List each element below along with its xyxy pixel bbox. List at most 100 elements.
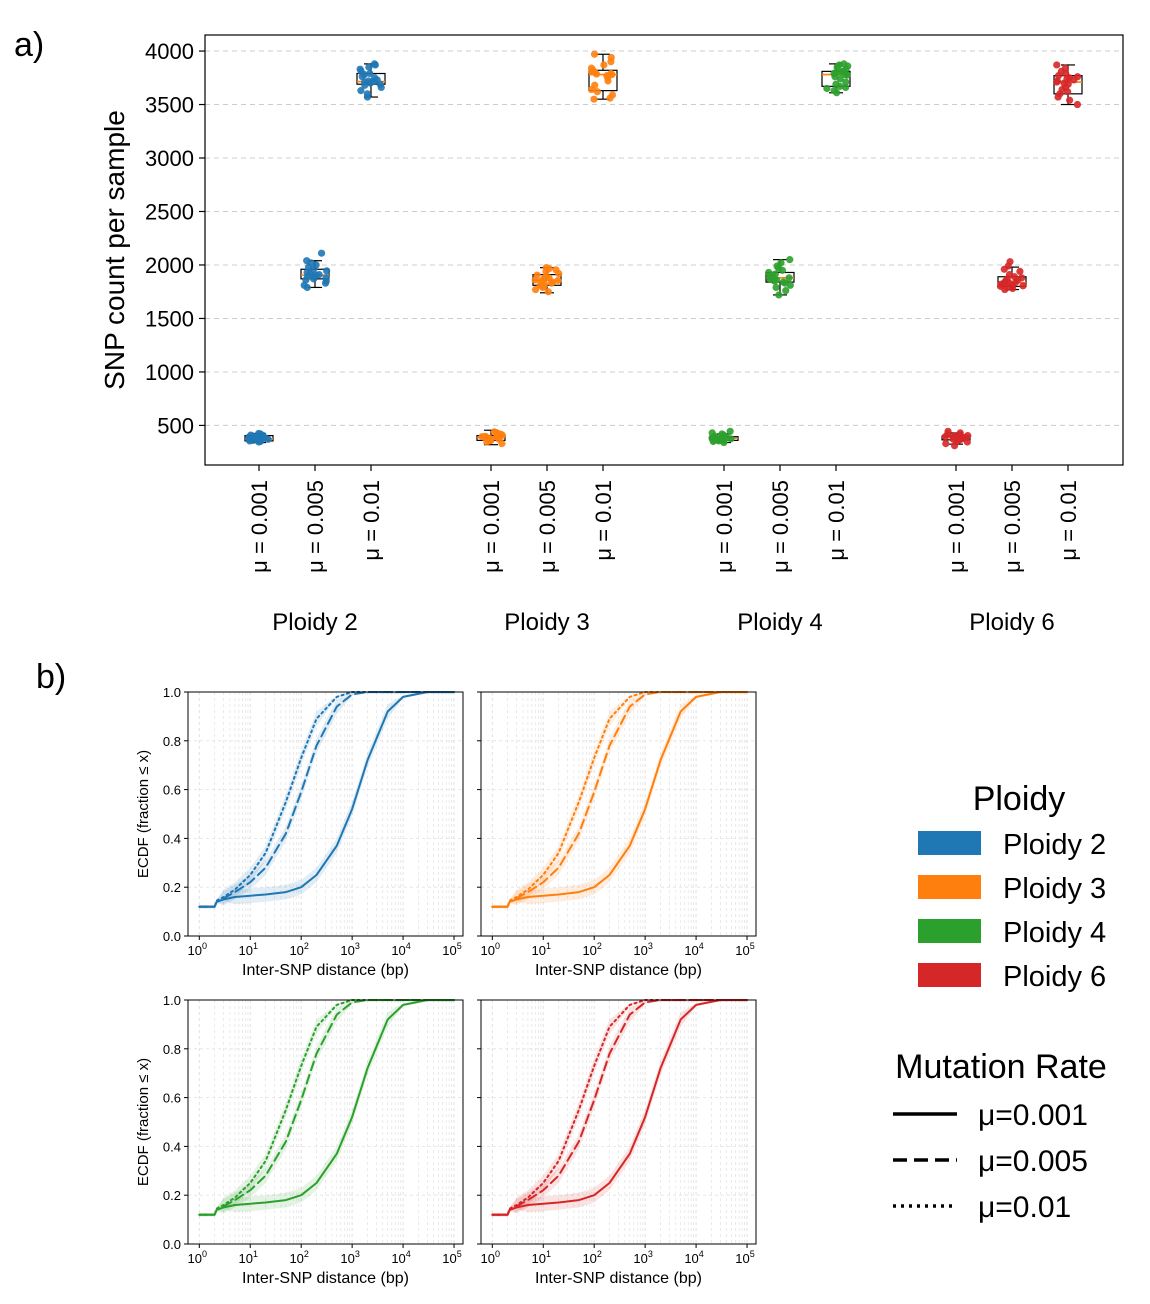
x-tick-base: 10 <box>391 1251 405 1266</box>
legend-label-mu-1: μ=0.005 <box>978 1145 1088 1178</box>
data-point <box>782 287 790 295</box>
data-point <box>1061 64 1069 72</box>
x-axis-label: Inter-SNP distance (bp) <box>535 1270 702 1287</box>
x-tick-exponent: 1 <box>253 1249 258 1259</box>
y-axis-label: ECDF (fraction ≤ x) <box>135 1058 152 1186</box>
ecdf-band <box>492 1000 747 1217</box>
x-tick-label: 104 <box>684 941 703 958</box>
data-point <box>964 431 972 440</box>
data-point <box>531 285 540 294</box>
x-tick-base: 10 <box>289 943 303 958</box>
y-tick-label: 1500 <box>145 306 194 331</box>
subplot-frame <box>480 691 757 937</box>
data-point <box>533 271 541 279</box>
data-point <box>823 84 831 93</box>
data-point <box>370 60 379 68</box>
y-tick-label: 0.0 <box>163 1237 181 1252</box>
data-point <box>590 50 599 58</box>
data-point <box>832 80 840 88</box>
x-tick-label: 104 <box>391 941 410 958</box>
x-tick-exponent: 2 <box>304 941 309 951</box>
x-tick-base: 10 <box>442 1251 456 1266</box>
x-tick-base: 10 <box>684 1251 698 1266</box>
y-axis-label: SNP count per sample <box>99 110 130 390</box>
x-tick-exponent: 1 <box>253 941 258 951</box>
x-tick-exponent: 3 <box>355 1249 360 1259</box>
x-tick-exponent: 3 <box>355 941 360 951</box>
data-point <box>786 256 794 264</box>
x-tick-exponent: 0 <box>495 1249 500 1259</box>
ecdf-band <box>492 1000 747 1217</box>
data-point <box>956 429 964 437</box>
legend-label-ploidy3: Ploidy 3 <box>1003 873 1106 905</box>
data-point <box>771 270 779 278</box>
y-tick-label: 0.8 <box>163 734 181 749</box>
x-tick-label: μ = 0.001 <box>944 480 969 573</box>
box-iqr <box>588 69 618 92</box>
x-tick-base: 10 <box>442 943 456 958</box>
data-point <box>365 63 373 71</box>
data-point <box>366 69 374 78</box>
data-point <box>765 268 773 277</box>
data-point <box>608 91 617 99</box>
data-point <box>323 267 331 275</box>
group-label: Ploidy 2 <box>272 609 357 636</box>
x-tick-label: 102 <box>582 1249 601 1266</box>
data-point <box>315 271 323 279</box>
panel-label-b: b) <box>36 658 66 696</box>
x-tick-label: 103 <box>340 1249 359 1266</box>
group-label: Ploidy 6 <box>969 609 1054 636</box>
x-tick-label: μ = 0.005 <box>768 480 793 573</box>
data-point <box>1018 274 1026 282</box>
data-point <box>607 53 615 62</box>
ecdf-band <box>492 692 747 909</box>
x-tick-label: 105 <box>442 941 461 958</box>
x-tick-label: 104 <box>684 1249 703 1266</box>
data-point <box>785 274 793 282</box>
ecdf-band <box>492 1000 747 1217</box>
x-tick-exponent: 2 <box>304 1249 309 1259</box>
x-tick-exponent: 2 <box>597 1249 602 1259</box>
y-tick-label: 0.4 <box>163 831 181 846</box>
x-tick-label: 105 <box>735 1249 754 1266</box>
data-point <box>587 64 596 72</box>
y-tick-label: 4000 <box>145 39 194 64</box>
data-point <box>554 276 562 285</box>
data-point <box>541 273 550 281</box>
x-tick-exponent: 5 <box>750 1249 755 1259</box>
ecdf-band <box>199 692 454 909</box>
y-axis-label: ECDF (fraction ≤ x) <box>135 750 152 878</box>
y-tick-label: 1000 <box>145 360 194 385</box>
x-tick-base: 10 <box>340 1251 354 1266</box>
data-point <box>773 276 781 284</box>
x-tick-base: 10 <box>633 1251 647 1266</box>
x-tick-label: μ = 0.005 <box>535 480 560 573</box>
x-tick-label: μ = 0.005 <box>1000 480 1025 573</box>
x-tick-exponent: 0 <box>495 941 500 951</box>
y-tick-label: 0.2 <box>163 880 181 895</box>
x-tick-base: 10 <box>188 1251 202 1266</box>
data-point <box>357 87 365 95</box>
data-point <box>255 429 263 438</box>
x-tick-label: μ = 0.001 <box>247 480 272 573</box>
data-point <box>481 432 490 440</box>
legend-swatch-ploidy2 <box>918 831 981 855</box>
x-tick-label: μ = 0.001 <box>712 480 737 573</box>
data-point <box>590 95 598 103</box>
x-tick-label: 100 <box>481 941 500 958</box>
x-tick-label: 100 <box>481 1249 500 1266</box>
ecdf-band <box>199 1000 454 1217</box>
data-point <box>1053 77 1062 85</box>
x-axis-label: Inter-SNP distance (bp) <box>535 962 702 979</box>
data-point <box>544 288 552 296</box>
x-tick-exponent: 5 <box>750 941 755 951</box>
x-tick-exponent: 2 <box>597 941 602 951</box>
data-point <box>356 65 364 73</box>
x-tick-base: 10 <box>481 943 495 958</box>
data-point <box>1005 271 1014 279</box>
data-point <box>247 431 255 439</box>
y-tick-label: 2000 <box>145 253 194 278</box>
legend-swatch-ploidy4 <box>918 919 981 943</box>
data-point <box>779 278 787 286</box>
